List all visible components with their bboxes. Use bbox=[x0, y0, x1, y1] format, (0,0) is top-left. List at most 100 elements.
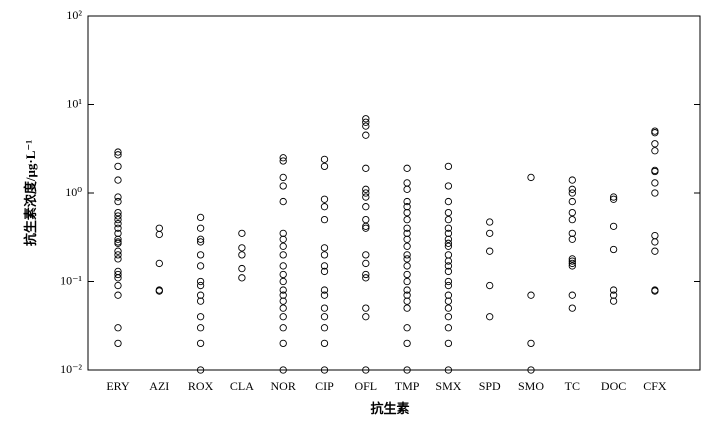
data-point bbox=[320, 324, 329, 332]
data-point bbox=[444, 339, 453, 348]
x-tick-label: SPD bbox=[479, 379, 501, 393]
data-point bbox=[651, 167, 659, 176]
x-tick-label: DOC bbox=[601, 379, 626, 393]
data-point bbox=[444, 257, 453, 265]
data-point bbox=[568, 291, 576, 299]
data-point bbox=[362, 224, 370, 232]
data-point bbox=[362, 366, 370, 374]
data-point bbox=[279, 182, 287, 190]
data-point bbox=[320, 262, 329, 270]
x-tick-label: CLA bbox=[230, 379, 254, 393]
x-tick-label: ROX bbox=[188, 379, 214, 393]
data-point bbox=[403, 366, 411, 374]
x-tick-label: CIP bbox=[315, 379, 334, 393]
data-point bbox=[444, 239, 453, 247]
data-point bbox=[155, 230, 163, 239]
data-point bbox=[403, 235, 411, 243]
data-point bbox=[568, 304, 576, 312]
data-point bbox=[362, 215, 370, 224]
data-point bbox=[486, 313, 494, 321]
data-point bbox=[320, 244, 329, 252]
data-point bbox=[320, 162, 329, 171]
data-point bbox=[403, 229, 411, 237]
data-point bbox=[114, 162, 122, 171]
data-point bbox=[403, 291, 411, 299]
data-point bbox=[403, 304, 411, 312]
plot-frame bbox=[87, 15, 701, 371]
data-point bbox=[444, 224, 453, 232]
data-point bbox=[444, 304, 453, 312]
data-point bbox=[114, 208, 122, 217]
data-point bbox=[320, 251, 329, 259]
data-point bbox=[320, 267, 329, 276]
data-point bbox=[609, 297, 618, 305]
data-point bbox=[527, 339, 535, 348]
data-point bbox=[114, 151, 122, 159]
data-point bbox=[651, 147, 659, 155]
data-point bbox=[320, 366, 329, 374]
data-point bbox=[609, 245, 618, 254]
data-point bbox=[279, 277, 287, 286]
data-point bbox=[609, 195, 618, 203]
y-tick-label: 10¹ bbox=[66, 96, 82, 110]
data-point bbox=[609, 291, 618, 299]
data-point bbox=[403, 197, 411, 206]
data-point bbox=[444, 182, 453, 190]
data-point bbox=[568, 215, 576, 224]
x-tick-label: CFX bbox=[643, 379, 667, 393]
data-point bbox=[403, 208, 411, 217]
data-point bbox=[114, 220, 122, 228]
data-point bbox=[114, 324, 122, 332]
data-point bbox=[279, 297, 287, 305]
data-point bbox=[114, 176, 122, 184]
data-point bbox=[114, 148, 122, 156]
data-point bbox=[651, 140, 659, 148]
data-point bbox=[362, 304, 370, 312]
x-tick-label: TMP bbox=[395, 379, 420, 393]
data-point bbox=[568, 189, 576, 197]
data-point bbox=[568, 208, 576, 217]
data-point bbox=[279, 313, 287, 321]
data-point bbox=[568, 262, 576, 270]
data-point bbox=[609, 222, 618, 230]
data-point bbox=[114, 215, 122, 224]
data-point bbox=[527, 366, 535, 374]
data-point bbox=[651, 189, 659, 197]
data-point bbox=[403, 324, 411, 332]
data-point bbox=[444, 313, 453, 321]
data-point bbox=[114, 224, 122, 232]
data-point bbox=[279, 157, 287, 165]
data-point bbox=[444, 162, 453, 171]
data-point bbox=[444, 291, 453, 299]
data-point bbox=[320, 291, 329, 299]
data-point bbox=[279, 251, 287, 259]
x-tick-label: SMO bbox=[518, 379, 544, 393]
x-tick-label: NOR bbox=[271, 379, 296, 393]
data-point bbox=[238, 229, 246, 237]
data-point bbox=[320, 215, 329, 224]
data-point bbox=[444, 197, 453, 206]
data-point bbox=[362, 251, 370, 259]
data-point bbox=[362, 203, 370, 211]
x-tick-label: AZI bbox=[149, 379, 169, 393]
data-point bbox=[403, 339, 411, 348]
y-tick-label: 10⁰ bbox=[65, 185, 82, 199]
data-point bbox=[362, 131, 370, 139]
data-point bbox=[486, 247, 494, 255]
data-point bbox=[403, 203, 411, 211]
data-point bbox=[114, 235, 122, 243]
data-point bbox=[403, 286, 411, 294]
data-point bbox=[568, 235, 576, 243]
data-point bbox=[196, 235, 205, 243]
data-point bbox=[196, 297, 205, 305]
data-point bbox=[444, 235, 453, 243]
data-point bbox=[403, 251, 411, 259]
data-point bbox=[403, 277, 411, 286]
data-point bbox=[279, 304, 287, 312]
data-point bbox=[114, 339, 122, 348]
data-point bbox=[279, 235, 287, 243]
data-point bbox=[114, 247, 122, 255]
data-point bbox=[403, 185, 411, 193]
data-point bbox=[362, 259, 370, 268]
data-point bbox=[403, 270, 411, 279]
